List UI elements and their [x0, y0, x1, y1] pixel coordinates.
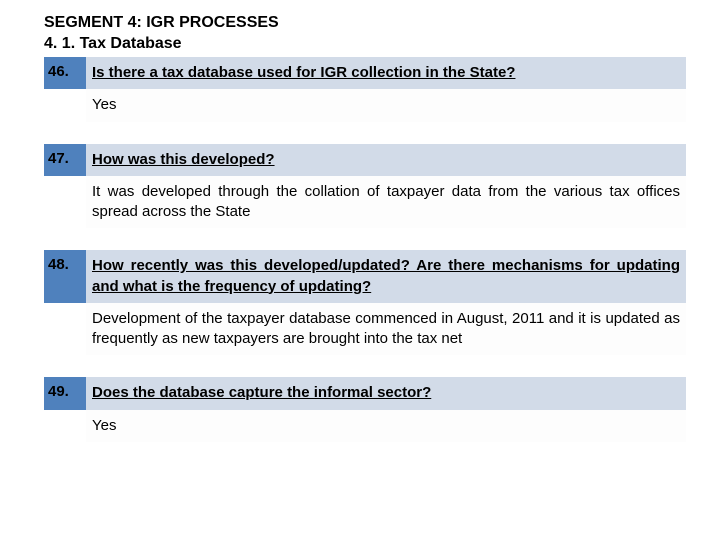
document-page: SEGMENT 4: IGR PROCESSES 4. 1. Tax Datab…	[0, 0, 720, 478]
answer-text: Development of the taxpayer database com…	[86, 303, 686, 356]
answer-number-spacer	[44, 303, 86, 356]
question-row: 46. Is there a tax database used for IGR…	[44, 57, 686, 89]
question-row: 48. How recently was this developed/upda…	[44, 250, 686, 303]
qa-item: 48. How recently was this developed/upda…	[44, 250, 686, 355]
answer-number-spacer	[44, 89, 86, 121]
answer-row: It was developed through the collation o…	[44, 176, 686, 229]
answer-row: Yes	[44, 89, 686, 121]
answer-row: Development of the taxpayer database com…	[44, 303, 686, 356]
subsegment-title: 4. 1. Tax Database	[44, 35, 686, 53]
answer-row: Yes	[44, 410, 686, 442]
question-number: 48.	[44, 250, 86, 303]
question-text: Does the database capture the informal s…	[86, 377, 686, 409]
question-text: How recently was this developed/updated?…	[86, 250, 686, 303]
question-row: 49. Does the database capture the inform…	[44, 377, 686, 409]
answer-number-spacer	[44, 410, 86, 442]
answer-text: Yes	[86, 89, 686, 121]
question-number: 47.	[44, 144, 86, 176]
question-text: How was this developed?	[86, 144, 686, 176]
qa-item: 49. Does the database capture the inform…	[44, 377, 686, 442]
segment-title: SEGMENT 4: IGR PROCESSES	[44, 14, 686, 32]
answer-number-spacer	[44, 176, 86, 229]
answer-text: Yes	[86, 410, 686, 442]
question-number: 49.	[44, 377, 86, 409]
question-row: 47. How was this developed?	[44, 144, 686, 176]
qa-item: 46. Is there a tax database used for IGR…	[44, 57, 686, 122]
qa-item: 47. How was this developed? It was devel…	[44, 144, 686, 229]
question-number: 46.	[44, 57, 86, 89]
answer-text: It was developed through the collation o…	[86, 176, 686, 229]
question-text: Is there a tax database used for IGR col…	[86, 57, 686, 89]
